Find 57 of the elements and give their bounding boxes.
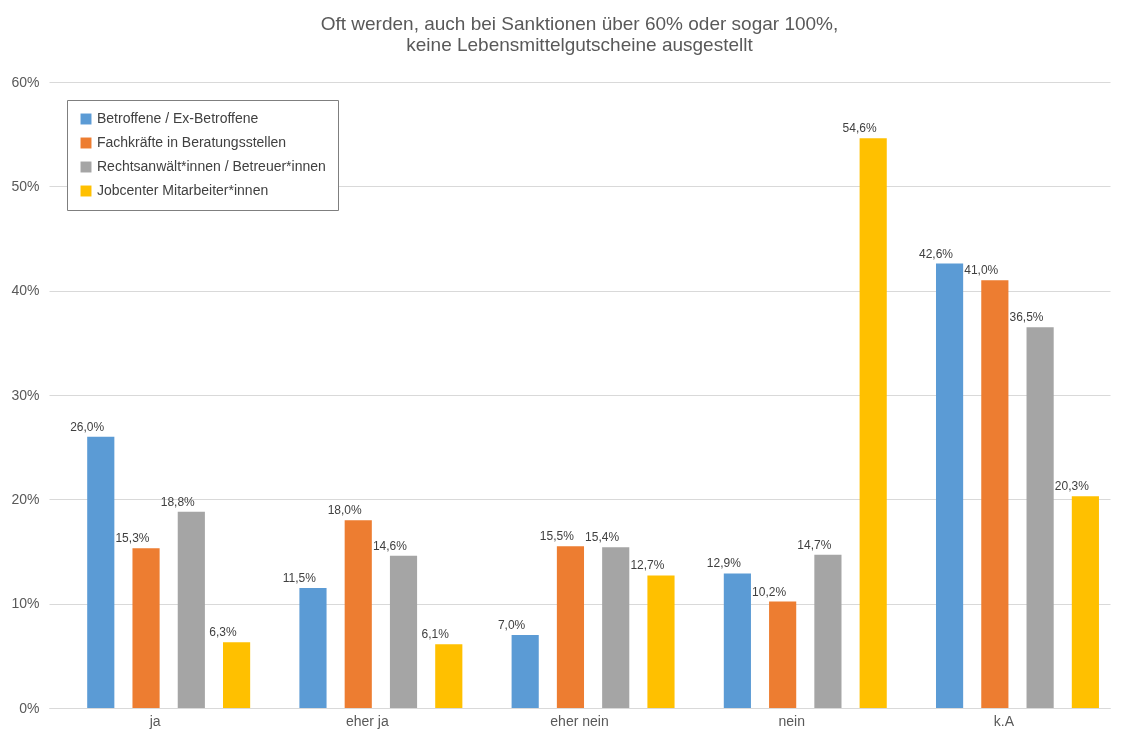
bar [1071,496,1099,708]
data-label: 10,2% [752,584,787,599]
data-label: 42,6% [918,246,954,261]
bar [389,555,418,708]
data-label: 41,0% [964,263,999,278]
y-tick-label: 10% [11,595,40,612]
bar [647,575,675,708]
data-label: 15,3% [115,531,150,546]
bar [344,520,372,708]
data-label: 26,0% [70,419,105,434]
bar [936,263,964,708]
data-label: 12,9% [706,556,742,571]
x-tick-label: k.A [993,712,1015,729]
bar [1026,327,1054,708]
x-tick-label: eher ja [345,712,389,729]
chart-title: Oft werden, auch bei Sanktionen über 60% oder sogar 100%, keine Lebensmittelgutscheine ausgestellt [320,13,839,55]
y-tick-label: 0% [19,699,40,716]
data-label: 18,8% [160,494,196,509]
data-label: 14,7% [797,537,832,552]
bar [223,642,251,708]
legend-label: Rechtsanwält*innen / Betreuer*innen [97,158,326,174]
y-tick-label: 20% [11,490,40,507]
bar [87,436,115,708]
bar [981,280,1009,708]
bar [177,511,205,708]
data-label: 12,7% [630,558,665,573]
data-label: 6,1% [421,627,450,642]
y-tick-label: 30% [11,386,40,403]
bar [859,138,887,708]
legend-label: Betroffene / Ex-Betroffene [97,110,259,126]
y-tick-label: 40% [11,282,40,299]
bar [723,573,751,708]
bar [435,644,463,708]
data-label: 7,0% [497,617,526,632]
bar [511,634,539,708]
x-tick-label: ja [148,712,161,729]
bar [769,601,797,708]
data-label: 15,4% [585,530,620,545]
data-label: 11,5% [282,571,317,586]
legend-label: Jobcenter Mitarbeiter*innen [97,182,269,198]
bar [814,554,842,708]
legend-label: Fachkräfte in Beratungsstellen [97,134,287,150]
data-label: 15,5% [539,529,575,544]
data-label: 54,6% [842,121,877,136]
x-tick-label: eher nein [550,712,609,729]
data-label: 14,6% [372,538,408,553]
data-label: 20,3% [1054,479,1090,494]
data-label: 6,3% [209,625,238,640]
data-label: 18,0% [327,503,363,518]
x-tick-label: nein [778,712,805,729]
y-tick-label: 50% [11,177,40,194]
bar [602,547,630,708]
bar [299,588,327,708]
data-label: 36,5% [1009,310,1044,325]
bar [132,548,160,708]
bar [556,546,585,708]
y-tick-label: 60% [11,73,40,90]
